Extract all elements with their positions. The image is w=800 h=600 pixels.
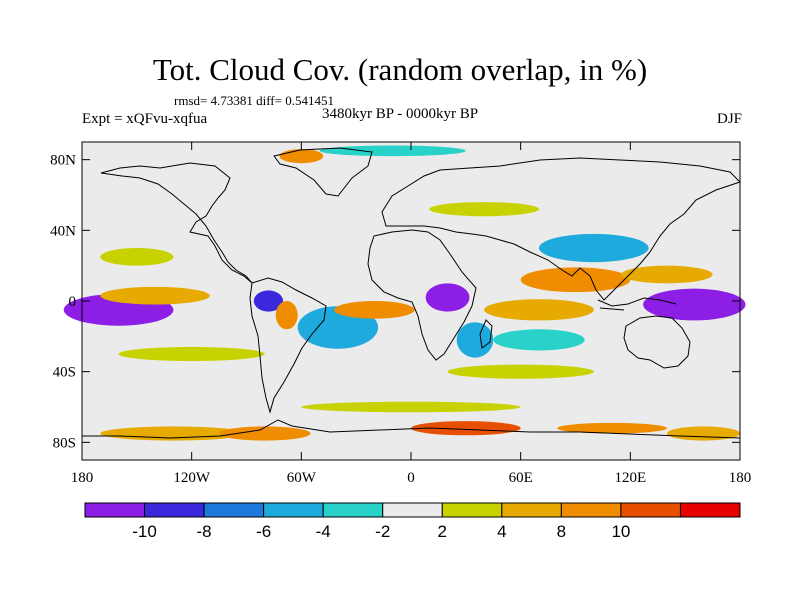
y-tick-label: 40S <box>53 365 76 381</box>
x-tick-label: 0 <box>407 470 415 486</box>
x-tick-label: 60E <box>509 470 533 486</box>
colorbar-swatch <box>441 502 503 518</box>
experiment-label: Expt = xQFvu-xqfua <box>82 111 208 127</box>
colorbar-swatch <box>263 502 324 518</box>
colorbar-label: 2 <box>438 522 447 541</box>
axis-ticks: 80N 40N 0 40S 80S 180 120W 60W 0 60E 120E 180 <box>50 142 751 486</box>
anomaly-region <box>484 299 594 321</box>
colorbar-label: -2 <box>375 522 390 541</box>
colorbar-swatch <box>322 502 384 518</box>
anomaly-region <box>425 283 470 312</box>
anomaly-region <box>275 301 298 330</box>
anomaly-region <box>643 288 746 321</box>
colorbar-swatch <box>203 502 265 518</box>
colorbar-label: 8 <box>557 522 566 541</box>
colorbar-swatch <box>382 502 443 518</box>
colorbar-label: 10 <box>611 522 630 541</box>
colorbar-label: -6 <box>256 522 271 541</box>
coastline-north-america <box>100 162 253 284</box>
anomaly-region <box>100 286 210 305</box>
coastline-australia <box>623 315 691 369</box>
colorbar-swatch <box>679 502 741 518</box>
y-tick-label: 0 <box>69 294 77 310</box>
anomaly-fields <box>63 145 746 441</box>
y-tick-label: 80S <box>53 435 76 451</box>
season-label: DJF <box>716 111 742 127</box>
colorbar-swatch <box>501 502 562 518</box>
stats-label: rmsd= 4.73381 diff= 0.541451 <box>174 93 334 108</box>
coastline-madagascar <box>479 319 493 349</box>
coastlines <box>82 147 741 439</box>
coastline-greenland <box>273 147 373 197</box>
anomaly-region <box>447 364 594 379</box>
y-tick-label: 40N <box>50 223 76 239</box>
colorbar-swatch <box>620 502 681 518</box>
anomaly-region <box>301 401 521 413</box>
anomaly-region <box>429 202 539 217</box>
coastline-africa <box>367 229 477 361</box>
colorbar-swatch <box>84 502 146 518</box>
colorbar-label: 4 <box>497 522 506 541</box>
colorbar: -10 -8 -6 -4 -2 2 4 8 10 <box>84 502 741 541</box>
anomaly-region <box>118 346 265 362</box>
y-tick-label: 80N <box>50 153 76 169</box>
anomaly-region <box>621 265 713 284</box>
coastline-antarctica <box>82 419 741 439</box>
anomaly-region <box>219 426 311 441</box>
anomaly-region <box>319 145 466 157</box>
anomaly-region <box>520 267 631 293</box>
anomaly-region <box>411 421 521 436</box>
colorbar-swatch <box>560 502 622 518</box>
anomaly-region <box>666 426 740 441</box>
anomaly-region <box>493 329 585 351</box>
x-tick-label: 120E <box>614 470 646 486</box>
anomaly-region <box>100 248 174 266</box>
x-tick-label: 120W <box>173 470 211 486</box>
colorbar-swatch <box>144 502 205 518</box>
anomaly-region <box>334 301 415 319</box>
x-tick-label: 60W <box>287 470 317 486</box>
anomaly-region <box>279 149 324 164</box>
plot-title: Tot. Cloud Cov. (random overlap, in %) <box>152 52 648 87</box>
colorbar-label: -10 <box>132 522 157 541</box>
anomaly-region <box>557 422 667 434</box>
anomaly-region <box>538 233 649 263</box>
x-tick-label: 180 <box>729 470 752 486</box>
coastline-maritime <box>597 297 677 311</box>
x-tick-label: 180 <box>71 470 94 486</box>
coastline-south-america <box>249 277 327 414</box>
coastline-eurasia <box>381 157 741 301</box>
anomaly-region <box>253 290 284 312</box>
colorbar-label: -8 <box>197 522 212 541</box>
colorbar-label: -4 <box>316 522 331 541</box>
period-label: 3480kyr BP - 0000kyr BP <box>322 106 479 122</box>
anomaly-region <box>456 322 494 358</box>
